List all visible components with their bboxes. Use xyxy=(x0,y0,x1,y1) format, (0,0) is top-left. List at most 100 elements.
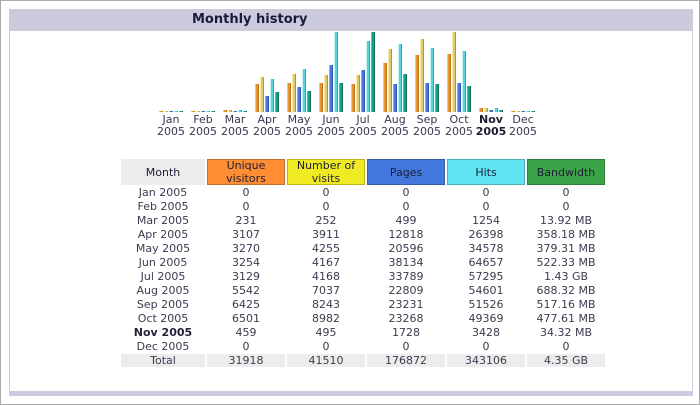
value-cell-hits: 0 xyxy=(482,186,490,199)
value-cell-pages: 0 xyxy=(402,200,410,213)
month-cell: Feb 2005 xyxy=(137,200,189,213)
value-cell-visits: 4168 xyxy=(312,270,340,283)
chart-bar-bandwidth xyxy=(339,83,343,112)
total-label-cell: Total xyxy=(121,354,205,367)
chart-bar-pages xyxy=(233,111,237,112)
chart-bar-bandwidth xyxy=(243,111,247,112)
chart-bar-visits xyxy=(228,110,232,112)
month-cell: Dec 2005 xyxy=(136,340,190,353)
chart-bar-visits xyxy=(292,74,296,112)
month-cell: Nov 2005 xyxy=(133,326,193,339)
table-row: Jan 2005 0 0 0 0 0 xyxy=(121,186,605,199)
month-cell: May 2005 xyxy=(135,242,191,255)
chart-bar-bandwidth xyxy=(435,84,439,112)
value-cell-bandwidth: 0 xyxy=(562,340,570,353)
value-cell-visits: 0 xyxy=(322,340,330,353)
chart-month-label: 2005 xyxy=(221,125,249,138)
chart-bar-hits xyxy=(430,48,434,112)
chart-bar-visits xyxy=(164,111,168,112)
value-cell-visitors: 6425 xyxy=(232,298,260,311)
value-cell-bandwidth: 358.18 MB xyxy=(536,228,596,241)
chart-bar-visitors xyxy=(351,84,355,112)
chart-month-label: Oct xyxy=(449,113,469,126)
chart-bar-visits xyxy=(420,39,424,112)
chart-bar-hits xyxy=(238,110,242,112)
value-cell-visits: 8982 xyxy=(312,312,340,325)
value-cell-pages: 23231 xyxy=(388,298,424,311)
value-cell-hits: 57295 xyxy=(468,270,504,283)
value-cell-visitors: 5542 xyxy=(232,284,260,297)
value-cell-bandwidth: 34.32 MB xyxy=(539,326,593,339)
total-value-cell-pages: 176872 xyxy=(367,354,445,367)
chart-month-label: 2005 xyxy=(413,125,441,138)
chart-bar-pages xyxy=(169,111,173,112)
value-cell-bandwidth: 13.92 MB xyxy=(539,214,593,227)
month-cell: Jul 2005 xyxy=(140,270,186,283)
chart-bar-visitors xyxy=(383,63,387,112)
chart-month-label: 2005 xyxy=(189,125,217,138)
value-cell-hits: 26398 xyxy=(468,228,504,241)
column-header-pages: Pages xyxy=(367,159,445,185)
value-cell-hits: 1254 xyxy=(472,214,500,227)
chart-month-label: Sep xyxy=(416,113,438,126)
section-title-band: Monthly history xyxy=(10,9,692,31)
value-cell-pages: 0 xyxy=(402,186,410,199)
chart-bar-hits xyxy=(366,41,370,112)
chart-bar-visitors xyxy=(319,83,323,112)
column-header-visitors: Unique visitors xyxy=(207,159,285,185)
chart-bar-visitors xyxy=(255,84,259,112)
chart-bar-hits xyxy=(334,32,338,112)
column-header-hits: Hits xyxy=(447,159,525,185)
chart-bar-pages xyxy=(425,83,429,112)
chart-bar-pages xyxy=(521,111,525,112)
table-row: May 2005 3270 4255 20596 34578 379.31 MB xyxy=(121,242,605,255)
value-cell-visits: 0 xyxy=(322,200,330,213)
chart-bar-pages xyxy=(329,65,333,112)
chart-month-label: Nov xyxy=(479,113,503,126)
chart-month-label: 2005 xyxy=(445,125,473,138)
total-value-cell-visits: 41510 xyxy=(287,354,365,367)
table-row: Mar 2005 231 252 499 1254 13.92 MB xyxy=(121,214,605,227)
value-cell-hits: 34578 xyxy=(468,242,504,255)
chart-month-label: 2005 xyxy=(285,125,313,138)
value-cell-visitors: 3129 xyxy=(232,270,260,283)
month-cell: Oct 2005 xyxy=(137,312,189,325)
chart-month-label: 2005 xyxy=(317,125,345,138)
month-cell: Sep 2005 xyxy=(136,298,190,311)
total-value-cell-bandwidth: 4.35 GB xyxy=(527,354,605,367)
chart-bar-visitors xyxy=(479,108,483,112)
value-cell-pages: 38134 xyxy=(388,256,424,269)
value-cell-hits: 51526 xyxy=(468,298,504,311)
value-cell-pages: 33789 xyxy=(388,270,424,283)
table-row: Oct 2005 6501 8982 23268 49369 477.61 MB xyxy=(121,312,605,325)
chart-bar-pages xyxy=(393,84,397,112)
value-cell-visitors: 3270 xyxy=(232,242,260,255)
chart-bar-visitors xyxy=(447,54,451,112)
value-cell-bandwidth: 0 xyxy=(562,200,570,213)
table-row: Sep 2005 6425 8243 23231 51526 517.16 MB xyxy=(121,298,605,311)
chart-bar-visitors xyxy=(223,110,227,112)
chart-month-label: 2005 xyxy=(253,125,281,138)
value-cell-bandwidth: 477.61 MB xyxy=(536,312,596,325)
table-total-row: Total 31918 41510 176872 343106 4.35 GB xyxy=(121,354,605,367)
value-cell-pages: 0 xyxy=(402,340,410,353)
chart-bar-bandwidth xyxy=(531,111,535,112)
value-cell-visitors: 3254 xyxy=(232,256,260,269)
chart-bar-bandwidth xyxy=(211,111,215,112)
value-cell-visitors: 0 xyxy=(242,340,250,353)
chart-month-label: Apr xyxy=(257,113,277,126)
chart-month-label: 2005 xyxy=(509,125,537,138)
chart-bar-visitors xyxy=(287,83,291,112)
value-cell-pages: 499 xyxy=(395,214,417,227)
column-header-visits: Number of visits xyxy=(287,159,365,185)
chart-bar-bandwidth xyxy=(403,74,407,112)
chart-bar-hits xyxy=(494,108,498,112)
month-cell: Aug 2005 xyxy=(136,284,190,297)
chart-bar-hits xyxy=(462,51,466,112)
chart-month-label: 2005 xyxy=(381,125,409,138)
chart-bar-visits xyxy=(260,77,264,112)
value-cell-hits: 0 xyxy=(482,340,490,353)
chart-bar-visitors xyxy=(415,55,419,112)
chart-bar-visitors xyxy=(191,111,195,112)
